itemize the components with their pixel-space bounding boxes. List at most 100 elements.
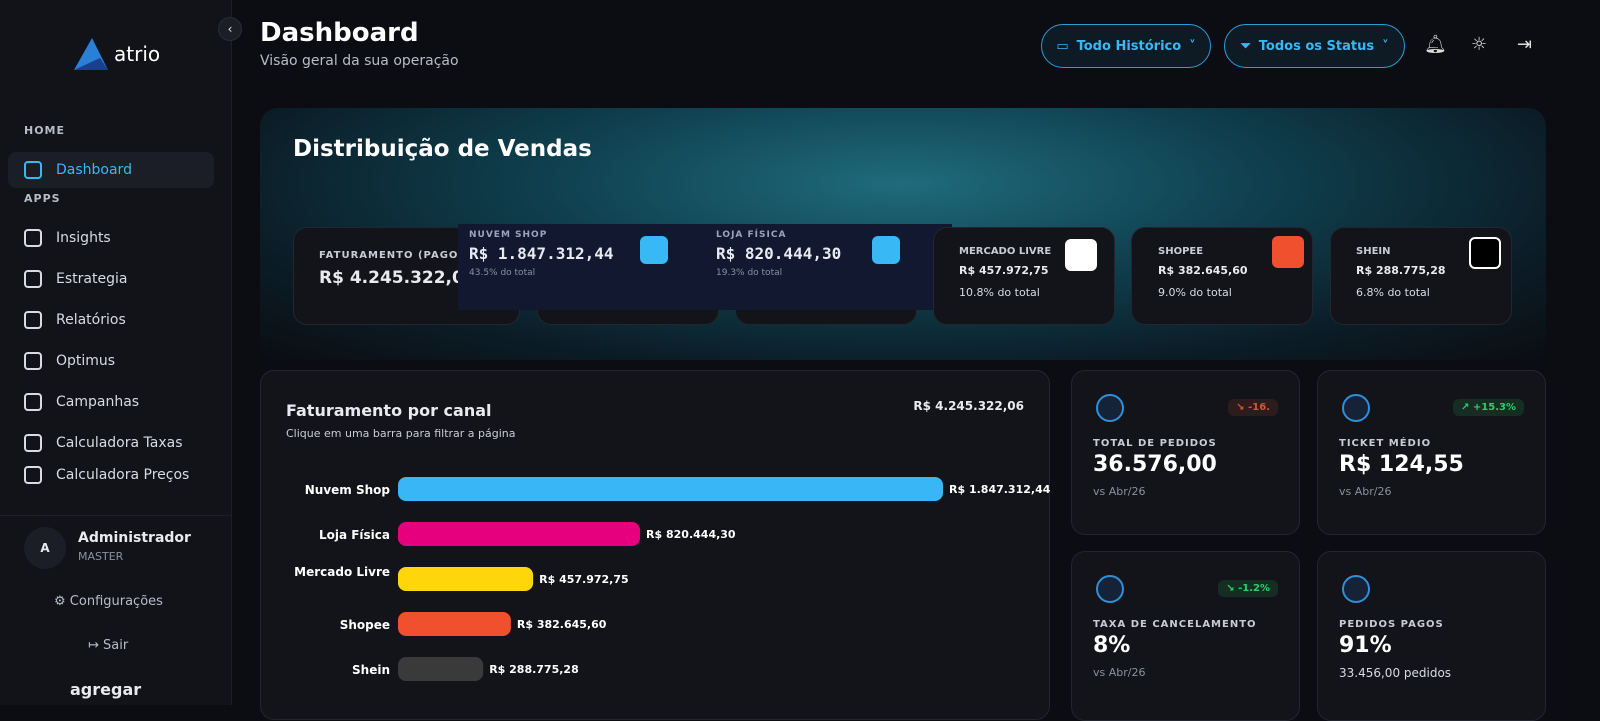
nav-icon	[24, 352, 42, 370]
bar-chart: Nuvem Shop R$ 1.847.312,44 Loja Física R$ 8…	[294, 477, 1051, 681]
nav-label: Calculadora Preços	[56, 467, 190, 483]
chart-title: Faturamento por canal	[286, 401, 492, 420]
nav-section: HOME	[24, 124, 66, 137]
chart-subtitle: Clique em uma barra para filtrar a págin…	[286, 427, 516, 440]
date-filter-text: Todo Histórico	[1076, 38, 1182, 54]
logo-mark	[74, 38, 108, 70]
bar-value-label: R$ 457.972,75	[539, 573, 629, 586]
channel-share: 10.8% do total	[959, 286, 1040, 299]
channel-icon	[1065, 239, 1097, 271]
kpi-change: ↗ +15.3%	[1453, 399, 1524, 416]
nav-section: APPS	[24, 192, 61, 205]
page-subtitle: Visão geral da sua operação	[260, 53, 459, 69]
logo-text: atrio	[114, 42, 161, 66]
date-filter[interactable]: ▭ Todo Histórico ˅	[1041, 24, 1211, 68]
nav-label: Relatórios	[56, 312, 126, 328]
nav-item[interactable]: Optimus	[8, 343, 214, 379]
kpi-note: vs Abr/26	[1093, 666, 1146, 679]
bar-value-label: R$ 820.444,30	[646, 528, 736, 541]
nav-item[interactable]: Relatórios	[8, 302, 214, 338]
bar[interactable]	[398, 612, 511, 636]
nav-icon	[24, 434, 42, 452]
bar[interactable]	[398, 567, 534, 591]
notifications-button[interactable]: 🔔︎	[1424, 34, 1447, 55]
channel-icon	[640, 236, 668, 264]
sidebar: atrio HOME Dashboard APPS Insights Estrategi…	[0, 0, 232, 705]
bar-value-label: R$ 288.775,28	[489, 663, 579, 676]
user-name: Administrador	[78, 530, 191, 546]
category-label: Nuvem Shop	[305, 483, 391, 497]
channel-share: 6.8% do total	[1356, 286, 1430, 299]
bar[interactable]	[398, 522, 641, 546]
channel-value: R$ 288.775,28	[1356, 264, 1446, 277]
theme-button[interactable]: ☼	[1471, 34, 1488, 55]
kpi-label: TICKET MÉDIO	[1339, 438, 1432, 449]
total-card-value: R$ 4.245.322,06	[319, 268, 476, 288]
channel-name: NUVEM SHOP	[469, 230, 548, 240]
kpi-icon	[1096, 575, 1124, 603]
kpi-value: 91%	[1339, 633, 1392, 658]
channel-icon	[1469, 237, 1501, 269]
page: {"sidebar":{"logo":"atrio", "sections":[…	[0, 0, 1546, 721]
chart-total: R$ 4.245.322,06	[913, 399, 1024, 413]
logout-text: Sair	[103, 638, 129, 653]
category-label: Mercado Livre	[294, 565, 390, 579]
kpi-note: vs Abr/26	[1339, 485, 1392, 498]
bar-value-label: R$ 382.645,60	[517, 618, 607, 631]
total-card-label: FATURAMENTO (PAGOS)	[319, 250, 473, 261]
nav-item[interactable]: Dashboard	[8, 152, 214, 188]
channel-name: SHEIN	[1356, 246, 1391, 257]
category-label: Loja Física	[319, 528, 390, 542]
divider	[0, 515, 231, 516]
logout-link[interactable]: ↦ Sair	[88, 638, 129, 653]
nav-icon	[24, 270, 42, 288]
channel-name: MERCADO LIVRE	[959, 246, 1052, 257]
chart-panel: Faturamento por canal Clique em uma barr…	[260, 370, 1051, 720]
avatar[interactable]: A	[24, 527, 66, 569]
bar-value-label: R$ 1.847.312,44	[949, 483, 1051, 496]
kpi-label: TOTAL DE PEDIDOS	[1093, 438, 1217, 449]
user-role: MASTER	[78, 550, 124, 563]
bar[interactable]	[398, 477, 943, 501]
channel-overlay	[458, 224, 952, 310]
category-label: Shein	[352, 663, 390, 677]
nav-item[interactable]: Calculadora Preços	[8, 466, 214, 484]
logo: atrio	[70, 36, 160, 72]
bar[interactable]	[398, 657, 484, 681]
category-label: Shopee	[340, 618, 390, 632]
kpi-change: ↘ -16.	[1228, 399, 1278, 416]
collapse-button[interactable]: ‹	[218, 17, 242, 41]
banner-title: Distribuição de Vendas	[293, 136, 592, 162]
nav-label: Optimus	[56, 353, 116, 369]
channel-value: R$ 457.972,75	[959, 264, 1049, 277]
kpi-label: PEDIDOS PAGOS	[1339, 619, 1444, 630]
channel-icon	[1272, 236, 1304, 268]
kpi-icon	[1342, 394, 1370, 422]
nav-item[interactable]: Calculadora Taxas	[8, 425, 214, 461]
channel-name: LOJA FÍSICA	[716, 230, 787, 240]
nav-icon	[24, 466, 42, 484]
status-filter-text: Todos os Status	[1258, 38, 1375, 54]
kpi-value: R$ 124,55	[1339, 452, 1464, 477]
channel-value: R$ 1.847.312,44	[469, 244, 614, 263]
nav-item[interactable]: Insights	[8, 220, 214, 256]
page-title: Dashboard	[260, 18, 419, 48]
logout-button[interactable]: ⇥	[1517, 34, 1533, 55]
status-filter[interactable]: ⏷ Todos os Status ˅	[1224, 24, 1405, 68]
channel-share: 43.5% do total	[469, 268, 536, 278]
nav-icon	[24, 161, 42, 179]
channel-share: 9.0% do total	[1158, 286, 1232, 299]
settings-link[interactable]: ⚙ Configurações	[54, 594, 163, 609]
nav-icon	[24, 311, 42, 329]
nav-icon	[24, 229, 42, 247]
kpi-icon	[1342, 575, 1370, 603]
nav-label: Insights	[56, 230, 111, 246]
nav-label: Dashboard	[56, 162, 132, 178]
kpi-icon	[1096, 394, 1124, 422]
nav-label: Estrategia	[56, 271, 128, 287]
kpi-change: ↘ -1.2%	[1218, 580, 1278, 597]
kpi-note: vs Abr/26	[1093, 485, 1146, 498]
nav-item[interactable]: Estrategia	[8, 261, 214, 297]
channel-share: 19.3% do total	[716, 268, 783, 278]
nav-item[interactable]: Campanhas	[8, 384, 214, 420]
